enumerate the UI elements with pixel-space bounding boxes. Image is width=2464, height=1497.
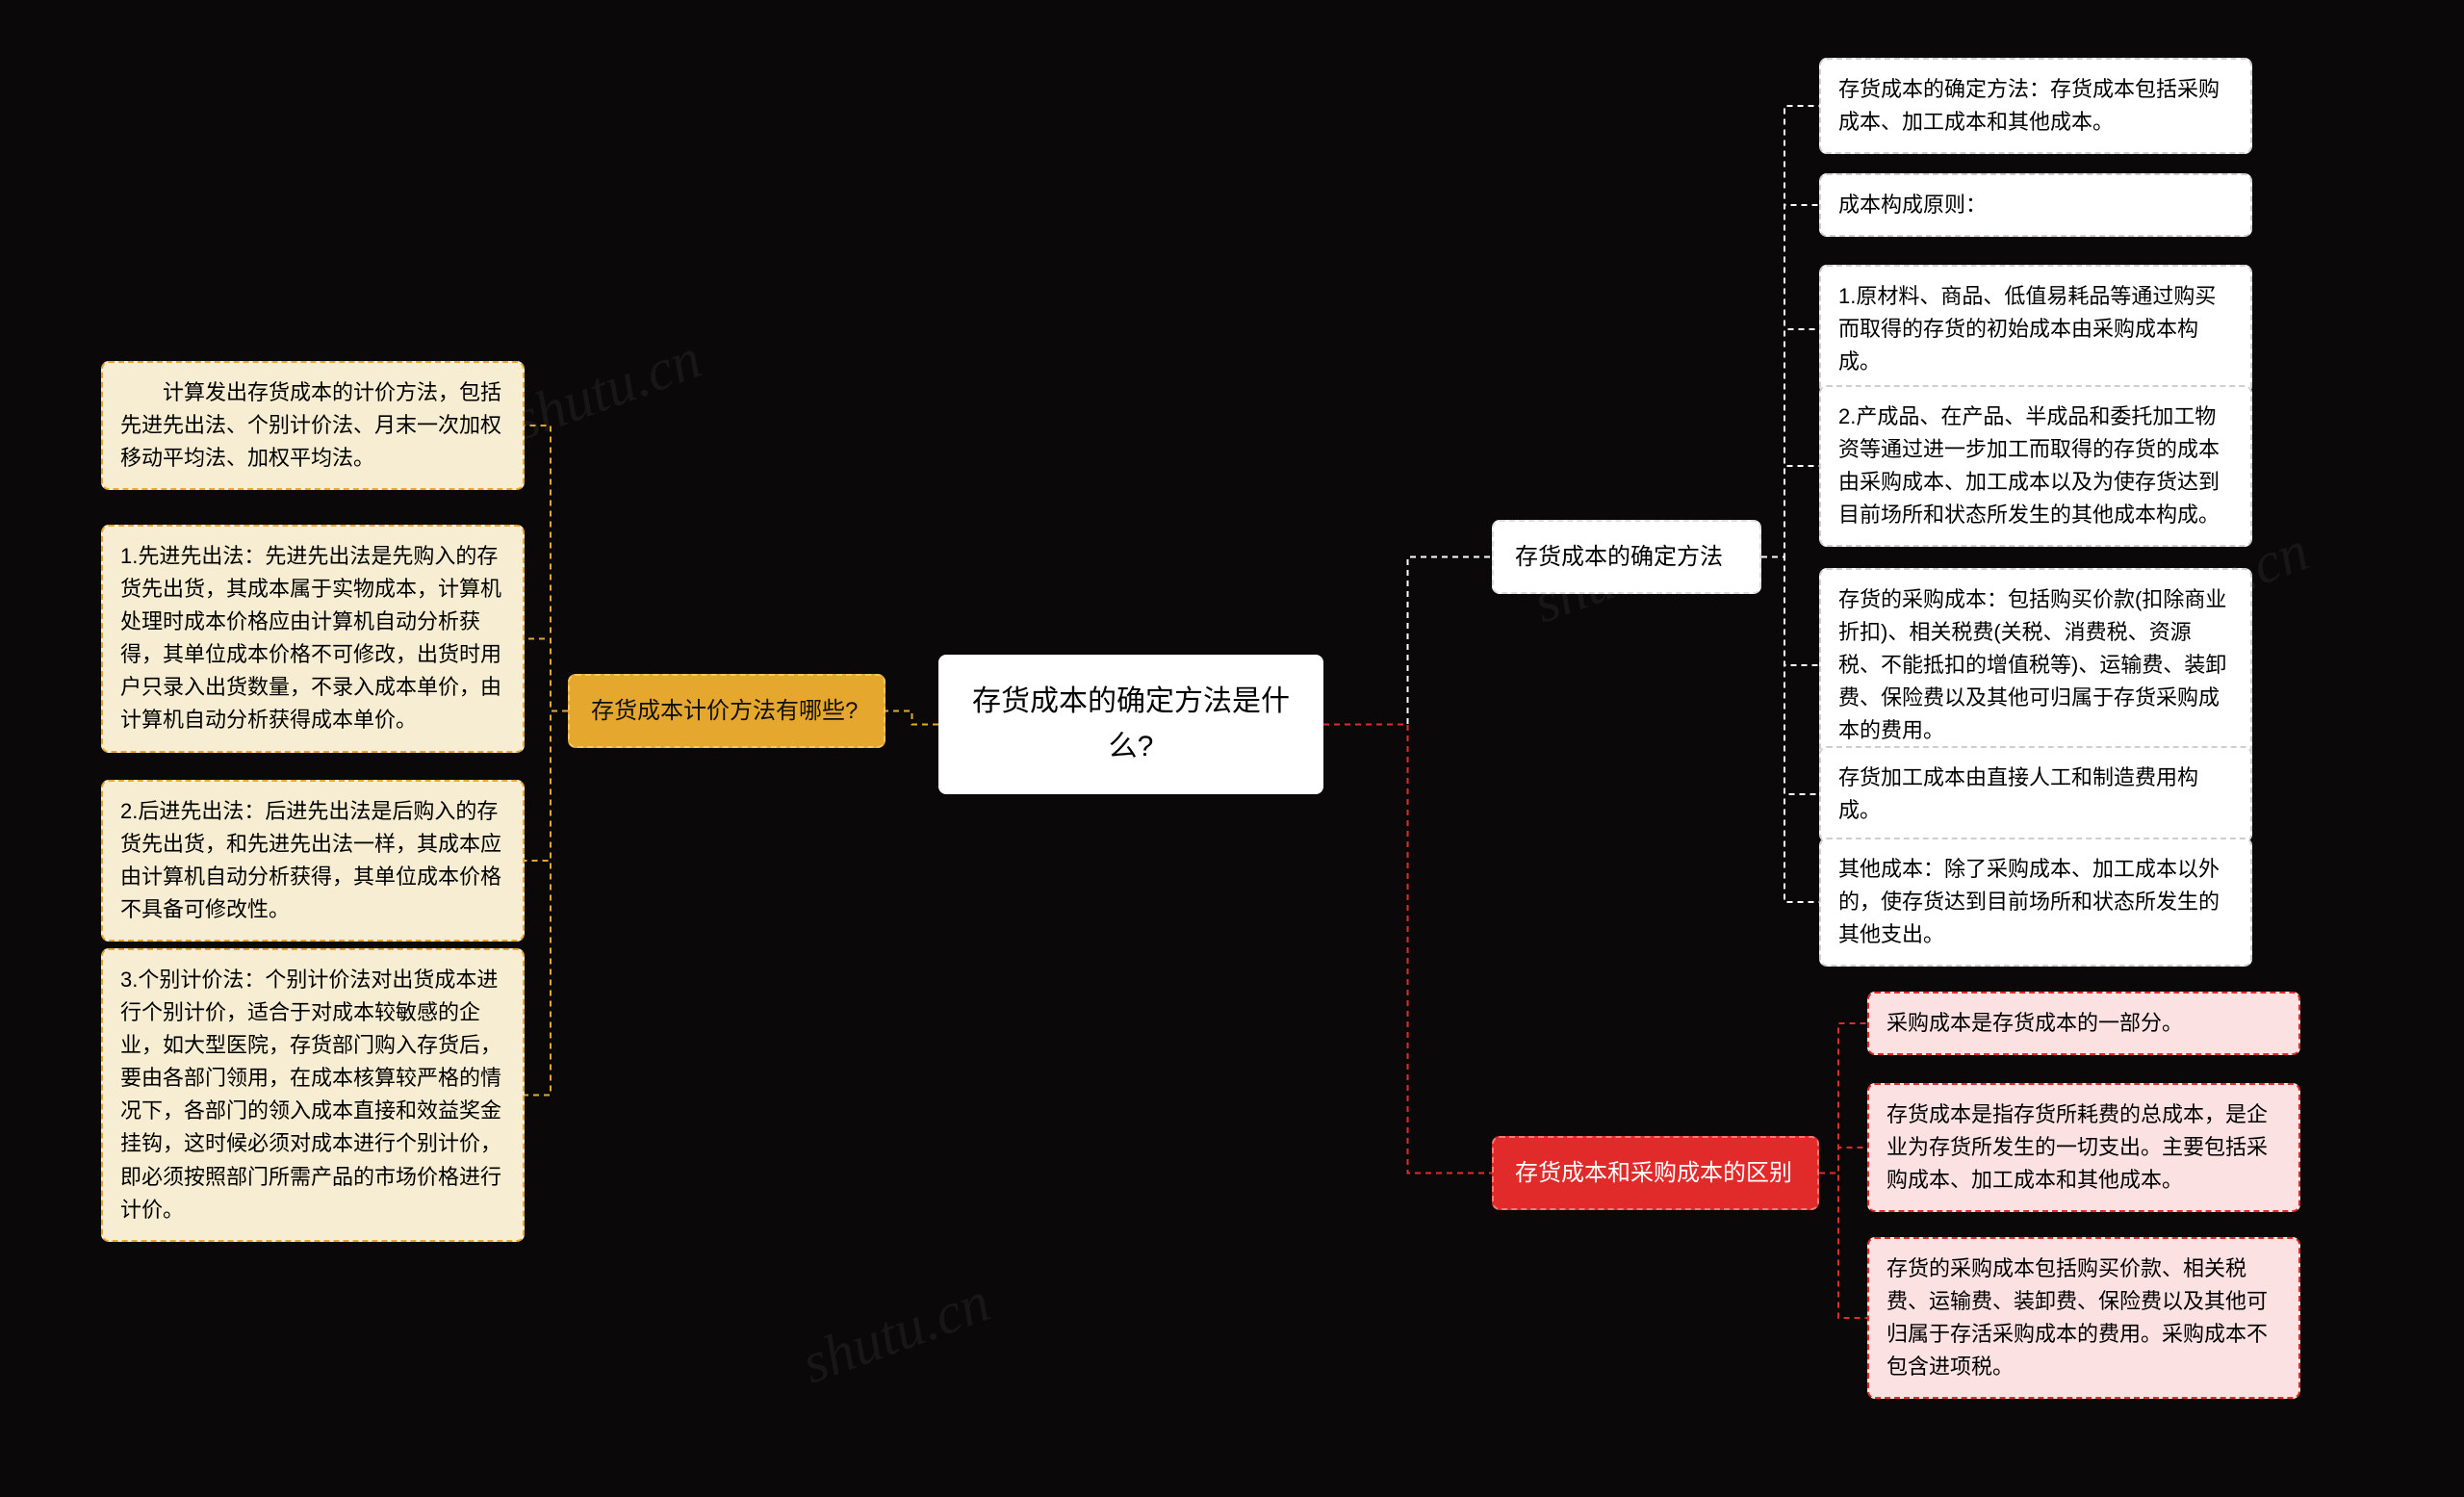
leaf-other-cost: 其他成本：除了采购成本、加工成本以外的，使存货达到目前场所和状态所发生的其他支出… <box>1819 838 2252 967</box>
leaf-method-summary: 存货成本的确定方法：存货成本包括采购成本、加工成本和其他成本。 <box>1819 58 2252 154</box>
branch-determination-method: 存货成本的确定方法 <box>1492 520 1761 594</box>
leaf-composition-principle: 成本构成原则： <box>1819 173 2252 237</box>
leaf-lifo: 2.后进先出法：后进先出法是后购入的存货先出货，和先进先出法一样，其成本应由计算… <box>101 780 525 942</box>
leaf-purchase-cost-def: 存货的采购成本包括购买价款、相关税费、运输费、装卸费、保险费以及其他可归属于存活… <box>1867 1237 2300 1399</box>
root-node: 存货成本的确定方法是什么? <box>938 655 1323 794</box>
branch-cost-difference: 存货成本和采购成本的区别 <box>1492 1136 1819 1210</box>
leaf-inventory-cost-def: 存货成本是指存货所耗费的总成本，是企业为存货所发生的一切支出。主要包括采购成本、… <box>1867 1083 2300 1212</box>
leaf-specific-identification: 3.个别计价法：个别计价法对出货成本进行个别计价，适合于对成本较敏感的企业，如大… <box>101 948 525 1242</box>
leaf-purchase-subset: 采购成本是存货成本的一部分。 <box>1867 992 2300 1055</box>
branch-pricing-methods: 存货成本计价方法有哪些? <box>568 674 886 748</box>
watermark: shutu.cn <box>793 1269 998 1398</box>
leaf-raw-materials: 1.原材料、商品、低值易耗品等通过购买而取得的存货的初始成本由采购成本构成。 <box>1819 265 2252 394</box>
leaf-finished-goods: 2.产成品、在产品、半成品和委托加工物资等通过进一步加工而取得的存货的成本由采购… <box>1819 385 2252 547</box>
leaf-purchase-cost: 存货的采购成本：包括购买价款(扣除商业折扣)、相关税费(关税、消费税、资源税、不… <box>1819 568 2252 762</box>
leaf-pricing-overview: 计算发出存货成本的计价方法，包括先进先出法、个别计价法、月末一次加权移动平均法、… <box>101 361 525 490</box>
leaf-processing-cost: 存货加工成本由直接人工和制造费用构成。 <box>1819 746 2252 842</box>
watermark: shutu.cn <box>504 325 709 454</box>
leaf-fifo: 1.先进先出法：先进先出法是先购入的存货先出货，其成本属于实物成本，计算机处理时… <box>101 525 525 753</box>
